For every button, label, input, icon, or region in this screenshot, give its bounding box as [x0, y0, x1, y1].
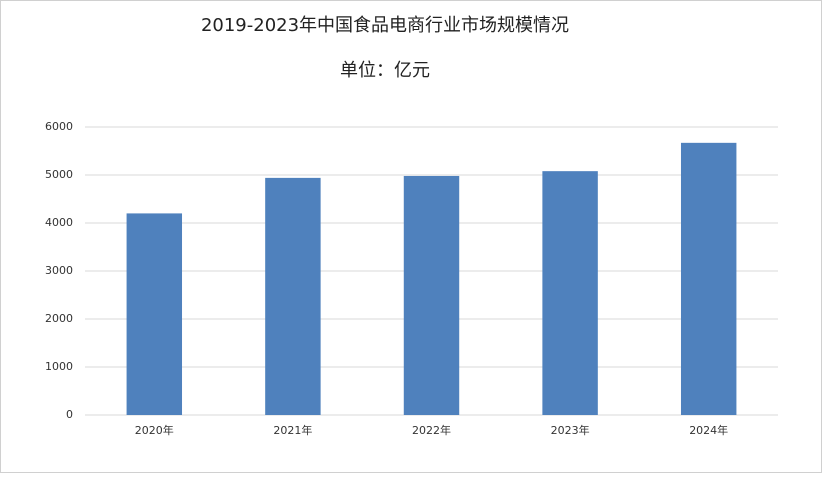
bar [680, 142, 737, 415]
bar [265, 177, 321, 415]
x-tick-label: 2020年 [135, 423, 174, 437]
y-tick-label: 3000 [45, 264, 73, 277]
y-tick-label: 2000 [45, 312, 73, 325]
x-tick-label: 2021年 [273, 423, 312, 437]
y-tick-label: 5000 [45, 168, 73, 181]
y-tick-label: 6000 [45, 120, 73, 133]
chart-subtitle: 单位：亿元 [340, 60, 430, 81]
chart-title: 2019-2023年中国食品电商行业市场规模情况 [201, 15, 569, 36]
y-tick-label: 4000 [45, 216, 73, 229]
x-tick-label: 2024年 [689, 423, 728, 437]
bar [542, 171, 598, 415]
x-tick-label: 2022年 [412, 423, 451, 437]
y-tick-label: 1000 [45, 360, 73, 373]
bar [126, 213, 183, 415]
x-tick-label: 2023年 [551, 423, 590, 437]
y-tick-label: 0 [66, 408, 73, 421]
bar [403, 175, 460, 415]
